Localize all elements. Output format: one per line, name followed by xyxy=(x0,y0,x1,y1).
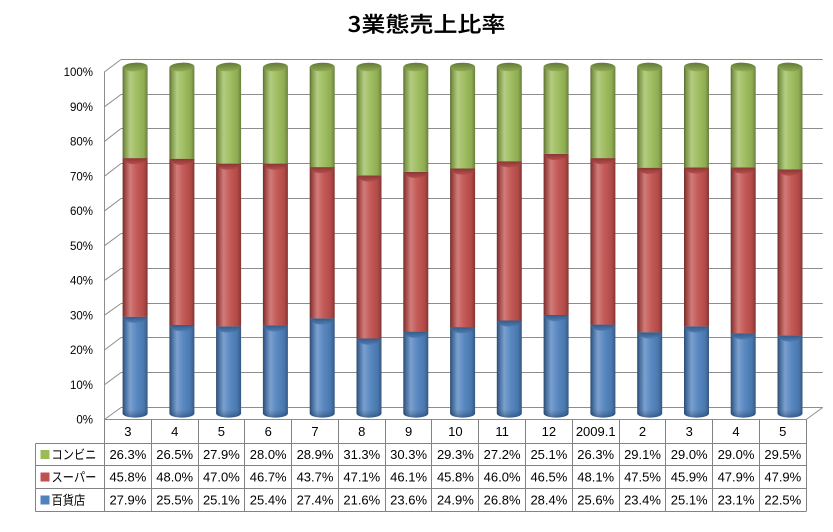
svg-text:25.5%: 25.5% xyxy=(156,493,193,508)
svg-text:23.6%: 23.6% xyxy=(390,493,427,508)
svg-text:28.0%: 28.0% xyxy=(250,447,287,462)
svg-text:26.8%: 26.8% xyxy=(484,493,521,508)
svg-text:47.9%: 47.9% xyxy=(718,470,755,485)
svg-text:4: 4 xyxy=(732,424,739,439)
svg-text:22.5%: 22.5% xyxy=(764,493,801,508)
svg-text:27.2%: 27.2% xyxy=(484,447,521,462)
svg-text:45.8%: 45.8% xyxy=(437,470,474,485)
svg-text:29.0%: 29.0% xyxy=(718,447,755,462)
svg-text:27.4%: 27.4% xyxy=(297,493,334,508)
svg-text:24.9%: 24.9% xyxy=(437,493,474,508)
svg-text:0%: 0% xyxy=(76,415,93,427)
svg-text:46.0%: 46.0% xyxy=(484,470,521,485)
svg-text:28.9%: 28.9% xyxy=(297,447,334,462)
svg-text:50%: 50% xyxy=(70,241,93,253)
svg-text:29.1%: 29.1% xyxy=(624,447,661,462)
svg-text:8: 8 xyxy=(358,424,365,439)
svg-text:47.0%: 47.0% xyxy=(203,470,240,485)
svg-text:45.9%: 45.9% xyxy=(671,470,708,485)
svg-text:30.3%: 30.3% xyxy=(390,447,427,462)
svg-text:30%: 30% xyxy=(70,310,93,322)
svg-text:26.3%: 26.3% xyxy=(577,447,614,462)
svg-text:23.1%: 23.1% xyxy=(718,493,755,508)
svg-text:9: 9 xyxy=(405,424,412,439)
svg-text:46.1%: 46.1% xyxy=(390,470,427,485)
svg-text:43.7%: 43.7% xyxy=(297,470,334,485)
svg-text:5: 5 xyxy=(779,424,786,439)
svg-text:25.1%: 25.1% xyxy=(203,493,240,508)
svg-text:45.8%: 45.8% xyxy=(109,470,146,485)
svg-text:25.1%: 25.1% xyxy=(530,447,567,462)
svg-text:23.4%: 23.4% xyxy=(624,493,661,508)
svg-text:12: 12 xyxy=(542,424,556,439)
svg-text:7: 7 xyxy=(311,424,318,439)
svg-text:27.9%: 27.9% xyxy=(203,447,240,462)
svg-text:47.9%: 47.9% xyxy=(764,470,801,485)
svg-text:48.1%: 48.1% xyxy=(577,470,614,485)
svg-text:70%: 70% xyxy=(70,171,93,183)
svg-text:90%: 90% xyxy=(70,102,93,114)
svg-text:28.4%: 28.4% xyxy=(530,493,567,508)
svg-text:46.7%: 46.7% xyxy=(250,470,287,485)
svg-text:2: 2 xyxy=(639,424,646,439)
svg-text:31.3%: 31.3% xyxy=(343,447,380,462)
svg-text:47.1%: 47.1% xyxy=(343,470,380,485)
svg-text:21.6%: 21.6% xyxy=(343,493,380,508)
svg-text:26.5%: 26.5% xyxy=(156,447,193,462)
svg-text:25.1%: 25.1% xyxy=(671,493,708,508)
svg-text:6: 6 xyxy=(265,424,272,439)
svg-text:2009.1: 2009.1 xyxy=(576,424,616,439)
svg-text:3: 3 xyxy=(124,424,131,439)
svg-text:48.0%: 48.0% xyxy=(156,470,193,485)
svg-text:4: 4 xyxy=(171,424,178,439)
svg-text:25.4%: 25.4% xyxy=(250,493,287,508)
svg-text:11: 11 xyxy=(495,424,509,439)
svg-text:25.6%: 25.6% xyxy=(577,493,614,508)
svg-text:100%: 100% xyxy=(64,67,93,79)
svg-text:47.5%: 47.5% xyxy=(624,470,661,485)
svg-text:10%: 10% xyxy=(70,380,93,392)
svg-text:5: 5 xyxy=(218,424,225,439)
svg-text:80%: 80% xyxy=(70,137,93,149)
svg-text:60%: 60% xyxy=(70,206,93,218)
svg-text:29.5%: 29.5% xyxy=(764,447,801,462)
svg-text:10: 10 xyxy=(448,424,462,439)
svg-text:40%: 40% xyxy=(70,276,93,288)
svg-text:27.9%: 27.9% xyxy=(109,493,146,508)
svg-text:26.3%: 26.3% xyxy=(109,447,146,462)
svg-text:46.5%: 46.5% xyxy=(530,470,567,485)
svg-text:20%: 20% xyxy=(70,345,93,357)
svg-text:29.0%: 29.0% xyxy=(671,447,708,462)
svg-text:29.3%: 29.3% xyxy=(437,447,474,462)
svg-text:3: 3 xyxy=(686,424,693,439)
